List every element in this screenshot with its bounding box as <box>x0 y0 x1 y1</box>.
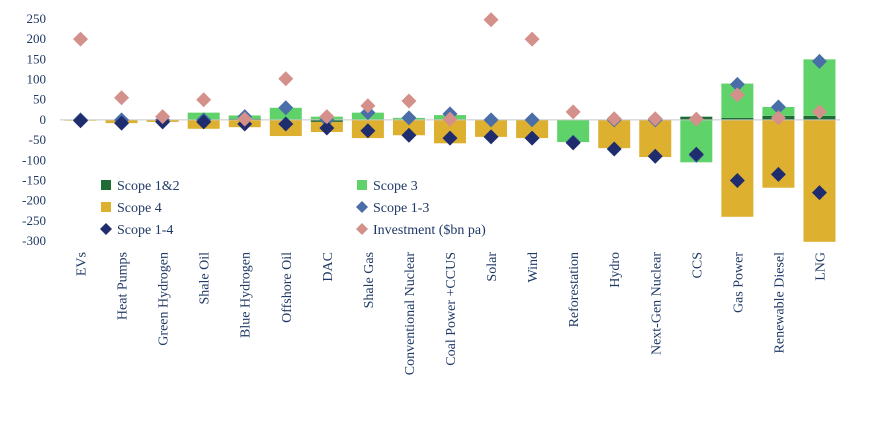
marker-scope-1-3 <box>811 53 827 69</box>
y-tick-label: 150 <box>27 51 47 66</box>
legend: Scope 1&2 Scope 3 Scope 4 Scope 1-3 Scope 1-… <box>100 179 486 238</box>
y-tick-label: -150 <box>22 172 46 187</box>
marker-investment-bn-pa <box>442 111 458 127</box>
y-tick-label: -250 <box>22 213 46 228</box>
bar-scope-4 <box>516 119 549 139</box>
marker-investment-bn-pa <box>401 93 417 109</box>
marker-scope-1-3 <box>770 99 786 115</box>
marker-investment-bn-pa <box>360 98 376 114</box>
marker-investment-bn-pa <box>811 104 827 120</box>
legend-swatch <box>357 180 367 190</box>
marker-scope-1-4 <box>483 129 499 145</box>
marker-investment-bn-pa <box>237 111 253 127</box>
marker-scope-1-4 <box>647 148 663 164</box>
category-label: Offshore Oil <box>280 252 295 323</box>
marker-investment-bn-pa <box>278 71 294 87</box>
bar-scope-4 <box>721 119 754 217</box>
y-tick-label: 200 <box>27 31 47 46</box>
marker-scope-1-3 <box>483 112 499 128</box>
marker-scope-1-4 <box>442 130 458 146</box>
marker-scope-1-4 <box>360 123 376 139</box>
y-tick-label: 50 <box>33 92 46 107</box>
marker-investment-bn-pa <box>319 109 335 125</box>
bar-scope-3 <box>557 119 590 143</box>
legend-label: Scope 1-3 <box>373 201 429 216</box>
legend-swatch <box>101 180 111 190</box>
marker-investment-bn-pa <box>483 12 499 28</box>
marker-scope-1-4 <box>401 127 417 143</box>
marker-investment-bn-pa <box>73 31 89 47</box>
category-label: CCS <box>690 252 705 278</box>
category-label: Wind <box>526 252 541 283</box>
category-label: Solar <box>485 252 500 282</box>
marker-scope-1-3 <box>278 100 294 116</box>
bars <box>64 59 836 242</box>
marker-scope-1-4 <box>606 141 622 157</box>
y-tick-label: -300 <box>22 233 46 248</box>
marker-scope-1-3 <box>401 110 417 126</box>
category-label: Next-Gen Nuclear <box>649 252 664 355</box>
marker-investment-bn-pa <box>729 87 745 103</box>
y-tick-label: -200 <box>22 193 46 208</box>
legend-label: Investment ($bn pa) <box>373 223 486 238</box>
marker-scope-1-4 <box>196 114 212 130</box>
markers <box>73 12 827 201</box>
category-label: DAC <box>321 252 336 282</box>
marker-investment-bn-pa <box>565 104 581 120</box>
y-tick-label: 100 <box>27 72 47 87</box>
category-label: Shale Gas <box>362 252 377 308</box>
marker-scope-1-4 <box>770 166 786 182</box>
marker-scope-1-4 <box>278 116 294 132</box>
category-label: Conventional Nuclear <box>403 252 418 376</box>
marker-investment-bn-pa <box>688 111 704 127</box>
y-axis: 250 200 150 100 50 0 -50 -100 -150 -200 -250 -300 <box>22 11 46 248</box>
y-tick-label: 250 <box>27 11 47 26</box>
marker-investment-bn-pa <box>606 111 622 127</box>
category-label: Coal Power +CCUS <box>444 252 459 366</box>
marker-investment-bn-pa <box>524 31 540 47</box>
marker-scope-1-4 <box>114 115 130 131</box>
category-label: LNG <box>813 252 828 281</box>
bar-scope-4 <box>392 119 425 136</box>
marker-scope-1-4 <box>319 120 335 136</box>
category-label: Blue Hydrogen <box>239 252 254 338</box>
legend-label: Scope 3 <box>373 179 418 194</box>
category-label: EVs <box>75 252 90 276</box>
marker-scope-1-4 <box>524 130 540 146</box>
marker-investment-bn-pa <box>155 109 171 125</box>
y-tick-label: 0 <box>40 112 47 127</box>
legend-swatch <box>356 223 368 235</box>
category-label: Reforestation <box>567 252 582 327</box>
marker-investment-bn-pa <box>114 90 130 106</box>
category-label: Renewable Diesel <box>772 252 787 354</box>
legend-label: Scope 4 <box>117 201 162 216</box>
marker-scope-1-4 <box>729 172 745 188</box>
x-axis: EVs Heat Pumps Green Hydrogen Shale Oil Blue… <box>75 252 829 376</box>
category-label: Gas Power <box>731 252 746 313</box>
marker-scope-1-4 <box>73 113 89 129</box>
marker-investment-bn-pa <box>770 110 786 126</box>
legend-label: Scope 1-4 <box>117 223 173 238</box>
marker-scope-1-4 <box>811 185 827 201</box>
marker-scope-1-3 <box>524 112 540 128</box>
legend-swatch <box>356 201 368 213</box>
y-tick-label: -100 <box>22 152 46 167</box>
category-label: Green Hydrogen <box>157 252 172 346</box>
category-label: Heat Pumps <box>116 252 131 320</box>
y-tick-label: -50 <box>29 132 46 147</box>
category-label: Shale Oil <box>198 252 213 305</box>
marker-investment-bn-pa <box>196 92 212 108</box>
marker-scope-1-3 <box>729 76 745 92</box>
legend-swatch <box>100 223 112 235</box>
marker-scope-1-4 <box>565 135 581 151</box>
legend-swatch <box>101 202 111 212</box>
bar-scope-1-2 <box>721 117 754 120</box>
bar-scope-4 <box>803 119 836 242</box>
legend-label: Scope 1&2 <box>117 179 180 194</box>
bar-scope-4 <box>475 119 508 137</box>
marker-scope-1-4 <box>688 146 704 162</box>
marker-investment-bn-pa <box>647 111 663 127</box>
category-label: Hydro <box>608 252 623 288</box>
